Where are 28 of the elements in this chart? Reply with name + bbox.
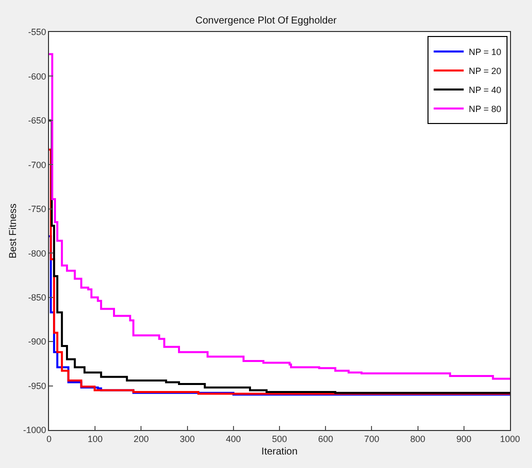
- x-axis-title: Iteration: [261, 446, 298, 458]
- x-tick-label: 800: [410, 434, 426, 444]
- legend-label: NP = 40: [468, 84, 502, 95]
- y-tick-label: -850: [28, 292, 46, 302]
- y-tick-label: -650: [28, 116, 46, 126]
- x-tick-label: 0: [46, 434, 52, 444]
- chart-title: Convergence Plot Of Eggholder: [195, 15, 338, 26]
- y-tick-label: -800: [28, 248, 46, 258]
- y-tick-label: -550: [28, 27, 46, 38]
- y-axis-title: Best Fitness: [8, 203, 20, 259]
- y-tick-label: -1000: [23, 425, 46, 436]
- x-tick-label: 700: [364, 434, 380, 444]
- y-tick-label: -600: [28, 71, 46, 82]
- x-tick-label: 500: [272, 434, 288, 444]
- x-tick-label: 300: [180, 434, 195, 444]
- y-tick-label: -700: [28, 160, 46, 170]
- x-tick-label: 900: [456, 434, 472, 444]
- y-tick-label: -750: [28, 204, 46, 214]
- x-tick-label: 600: [318, 434, 334, 444]
- y-tick-label: -900: [28, 336, 46, 347]
- y-tick-label: -950: [28, 380, 46, 391]
- x-tick-label: 200: [134, 434, 149, 444]
- legend-label: NP = 10: [468, 46, 502, 57]
- legend-label: NP = 20: [468, 66, 502, 76]
- x-tick-label: 100: [88, 434, 103, 444]
- x-tick-label: 1000: [500, 434, 520, 444]
- x-tick-label: 400: [226, 434, 241, 444]
- legend-label: NP = 80: [468, 104, 502, 114]
